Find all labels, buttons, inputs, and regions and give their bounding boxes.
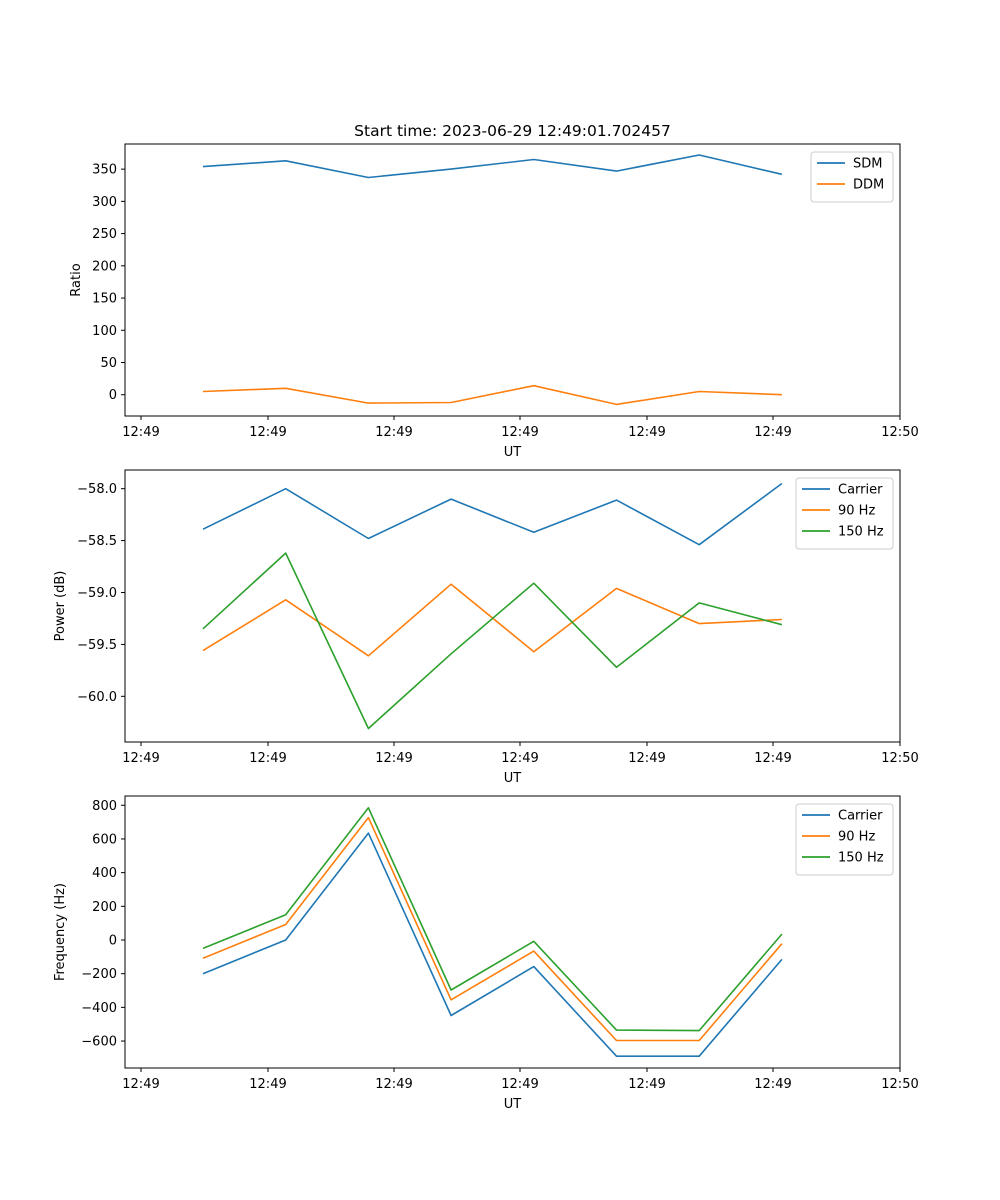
y-axis-label: Power (dB)	[53, 571, 68, 642]
x-tick-label: 12:49	[249, 425, 286, 440]
legend-entry: Carrier	[838, 483, 883, 498]
x-tick-label: 12:49	[375, 425, 412, 440]
legend-entry: Carrier	[838, 809, 883, 824]
x-tick-label: 12:49	[628, 751, 665, 766]
y-tick-label: 50	[100, 356, 117, 371]
x-tick-label: 12:49	[249, 751, 286, 766]
plot-area	[124, 143, 901, 417]
chart-panels: 0 50 100 150 200 250 300 350 12:49 12:49 12:49 12:4…	[53, 143, 919, 1112]
x-tick-label: 12:49	[754, 425, 791, 440]
y-tick-label: 400	[92, 866, 117, 881]
y-tick-label: 200	[92, 259, 117, 274]
x-tick-label: 12:50	[881, 1077, 918, 1092]
y-tick-label: 250	[92, 227, 117, 242]
y-tick-label: −400	[81, 1001, 117, 1016]
legend-box	[810, 151, 894, 203]
series-line-90-hz	[202, 583, 782, 657]
legend-entry: SDM	[853, 157, 882, 172]
x-tick-label: 12:49	[501, 1077, 538, 1092]
x-tick-label: 12:49	[501, 751, 538, 766]
series-line-sdm	[202, 154, 783, 179]
y-tick-label: 0	[109, 388, 117, 403]
x-tick-label: 12:49	[501, 425, 538, 440]
y-tick-label: 300	[92, 195, 117, 210]
legend-entry: DDM	[853, 178, 884, 193]
series-line-ddm	[202, 384, 782, 406]
plot-area	[124, 795, 901, 1069]
legend: Carrier 90 Hz 150 Hz	[795, 477, 894, 550]
chart-title: Start time: 2023-06-29 12:49:01.702457	[354, 122, 671, 140]
x-tick-label: 12:49	[628, 425, 665, 440]
y-tick-label: 0	[109, 934, 117, 949]
legend-entry: 150 Hz	[838, 525, 884, 540]
y-tick-label: −58.5	[77, 534, 117, 549]
chart-panel-3: −600 −400 −200 0 200 400 600 800 12:49 12:49 12:49…	[53, 795, 919, 1112]
x-tick-label: 12:49	[122, 425, 159, 440]
x-tick-label: 12:50	[881, 751, 918, 766]
legend-entry: 150 Hz	[838, 851, 884, 866]
y-tick-label: 800	[92, 799, 117, 814]
x-tick-label: 12:49	[249, 1077, 286, 1092]
x-axis-label: UT	[504, 771, 522, 786]
x-tick-label: 12:49	[754, 1077, 791, 1092]
y-tick-label: −59.5	[77, 638, 117, 653]
x-tick-label: 12:49	[122, 751, 159, 766]
series-line-150-hz	[202, 806, 783, 1032]
y-axis-label: Frequency (Hz)	[53, 883, 68, 981]
x-tick-label: 12:49	[628, 1077, 665, 1092]
y-tick-label: 150	[92, 292, 117, 307]
y-tick-label: −59.0	[77, 586, 117, 601]
y-tick-label: −60.0	[77, 690, 117, 705]
x-tick-label: 12:49	[375, 1077, 412, 1092]
series-line-carrier	[202, 482, 783, 546]
x-axis-label: UT	[504, 1097, 522, 1112]
y-tick-label: −200	[81, 967, 117, 982]
x-tick-label: 12:49	[122, 1077, 159, 1092]
series-line-carrier	[202, 832, 783, 1057]
y-tick-label: −58.0	[77, 482, 117, 497]
y-tick-label: −600	[81, 1035, 117, 1050]
x-axis-label: UT	[504, 445, 522, 460]
series-line-150-hz	[202, 552, 783, 730]
x-tick-label: 12:50	[881, 425, 918, 440]
chart-panel-2: −60.0 −59.5 −59.0 −58.5 −58.0 12:49 12:49 12:49…	[53, 469, 919, 786]
y-axis-label: Ratio	[69, 263, 84, 296]
x-tick-label: 12:49	[754, 751, 791, 766]
legend: SDM DDM	[810, 151, 894, 203]
x-tick-label: 12:49	[375, 751, 412, 766]
legend-entry: 90 Hz	[838, 504, 875, 519]
legend-entry: 90 Hz	[838, 830, 875, 845]
legend: Carrier 90 Hz 150 Hz	[795, 803, 894, 876]
y-tick-label: 200	[92, 900, 117, 915]
y-tick-label: 100	[92, 324, 117, 339]
y-tick-label: 350	[92, 163, 117, 178]
y-tick-label: 600	[92, 832, 117, 847]
plot-area	[124, 469, 901, 743]
series-line-90-hz	[202, 816, 783, 1042]
chart-panel-1: 0 50 100 150 200 250 300 350 12:49 12:49 12:49 12:4…	[69, 143, 919, 460]
